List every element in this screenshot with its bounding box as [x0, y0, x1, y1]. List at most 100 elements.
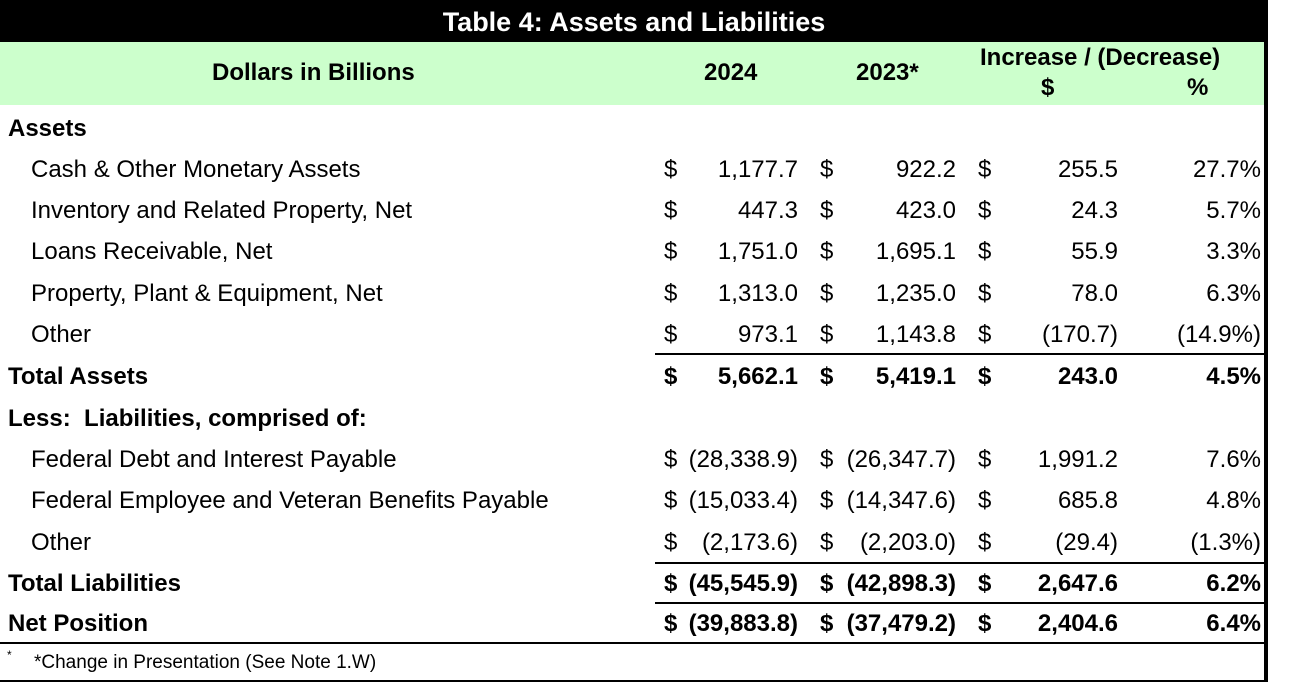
- currency-2024: $: [664, 197, 678, 224]
- row-label: Net Position: [8, 610, 149, 637]
- value-2024: 1,177.7: [717, 156, 798, 183]
- value-2023: (14,347.6): [846, 487, 956, 514]
- percent-change: 4.8%: [1206, 487, 1261, 514]
- currency-2023: $: [820, 156, 834, 183]
- currency-2024: $: [664, 363, 678, 390]
- currency-change: $: [978, 446, 992, 473]
- value-change: 685.8: [1057, 487, 1118, 514]
- header-change-pct: %: [1187, 74, 1209, 101]
- currency-2023: $: [820, 363, 834, 390]
- value-change: 55.9: [1071, 238, 1118, 265]
- table-title: Table 4: Assets and Liabilities: [0, 0, 1268, 42]
- value-2023: 1,695.1: [875, 238, 956, 265]
- percent-change: 27.7%: [1192, 156, 1261, 183]
- currency-2023: $: [820, 321, 834, 348]
- table-row: Total Assets $5,662.1 $5,419.1 $243.0 4.5%: [0, 356, 1264, 397]
- value-change: 24.3: [1071, 197, 1118, 224]
- value-2023: (42,898.3): [846, 570, 956, 597]
- table-row: Net Position $ (39,883.8) $ (37,479.2) $2,404…: [0, 603, 1264, 644]
- table-row: Other $973.1 $1,143.8 $ (170.7) (14.9%): [0, 314, 1264, 355]
- footnote-text: *Change in Presentation (See Note 1.W): [34, 652, 377, 673]
- currency-2024: $: [664, 570, 678, 597]
- value-2024: (15,033.4): [688, 487, 798, 514]
- percent-change: 6.4%: [1206, 610, 1261, 637]
- row-label: Other: [31, 529, 92, 556]
- table-row: Total Liabilities $ (45,545.9) $ (42,898.3) $…: [0, 563, 1264, 604]
- row-label: Cash & Other Monetary Assets: [31, 156, 361, 183]
- table-row: Assets: [0, 108, 1264, 149]
- currency-change: $: [978, 238, 992, 265]
- currency-2023: $: [820, 197, 834, 224]
- value-change: 2,647.6: [1037, 570, 1118, 597]
- value-2023: 423.0: [895, 197, 956, 224]
- percent-change: 4.5%: [1206, 363, 1261, 390]
- row-label: Federal Debt and Interest Payable: [31, 446, 397, 473]
- currency-2024: $: [664, 156, 678, 183]
- currency-2024: $: [664, 280, 678, 307]
- percent-change: (14.9%): [1176, 321, 1261, 348]
- table-row: Inventory and Related Property, Net $447.…: [0, 190, 1264, 231]
- rule-net-position: [655, 602, 1264, 604]
- value-2024: (2,173.6): [701, 529, 798, 556]
- header-2023: 2023*: [856, 59, 919, 86]
- value-change: 243.0: [1057, 363, 1118, 390]
- rule-bottom: [0, 642, 1264, 644]
- row-label: Assets: [8, 115, 87, 142]
- currency-2024: $: [664, 446, 678, 473]
- value-2024: 1,751.0: [717, 238, 798, 265]
- header-change-dollar: $: [1041, 74, 1055, 101]
- percent-change: 6.3%: [1206, 280, 1261, 307]
- value-change: 78.0: [1071, 280, 1118, 307]
- currency-2023: $: [820, 529, 834, 556]
- currency-2023: $: [820, 280, 834, 307]
- table-row: Federal Debt and Interest Payable $ (28,33…: [0, 439, 1264, 480]
- currency-2024: $: [664, 610, 678, 637]
- value-change: 2,404.6: [1037, 610, 1118, 637]
- value-2023: 1,143.8: [875, 321, 956, 348]
- currency-change: $: [978, 321, 992, 348]
- value-change: 1,991.2: [1037, 446, 1118, 473]
- row-label: Loans Receivable, Net: [31, 238, 273, 265]
- currency-change: $: [978, 529, 992, 556]
- row-label: Inventory and Related Property, Net: [31, 197, 413, 224]
- footnote-mark: *: [7, 648, 12, 662]
- value-change: 255.5: [1057, 156, 1118, 183]
- currency-2023: $: [820, 446, 834, 473]
- table-row: Less: Liabilities, comprised of:: [0, 398, 1264, 439]
- table-row: Property, Plant & Equipment, Net $1,313.0…: [0, 273, 1264, 314]
- currency-change: $: [978, 610, 992, 637]
- value-2024: 447.3: [737, 197, 798, 224]
- currency-2023: $: [820, 487, 834, 514]
- value-2024: (39,883.8): [688, 610, 798, 637]
- row-label: Other: [31, 321, 92, 348]
- value-2023: (26,347.7): [846, 446, 956, 473]
- row-label: Less: Liabilities, comprised of:: [8, 405, 367, 432]
- value-2024: 5,662.1: [717, 363, 798, 390]
- percent-change: 3.3%: [1206, 238, 1261, 265]
- header-change-title: Increase / (Decrease): [980, 44, 1221, 71]
- currency-change: $: [978, 197, 992, 224]
- row-label: Total Assets: [8, 363, 149, 390]
- rule-liabilities-total: [655, 562, 1264, 564]
- row-label: Property, Plant & Equipment, Net: [31, 280, 383, 307]
- value-2023: 922.2: [895, 156, 956, 183]
- value-2024: (45,545.9): [688, 570, 798, 597]
- header-2024: 2024: [704, 59, 758, 86]
- table-row: Other $ (2,173.6) $ (2,203.0) $ (29.4) (1.3%): [0, 522, 1264, 563]
- currency-change: $: [978, 570, 992, 597]
- value-change: (170.7): [1041, 321, 1118, 348]
- currency-change: $: [978, 156, 992, 183]
- currency-change: $: [978, 280, 992, 307]
- table-header: Dollars in Billions 2024 2023* Increase …: [0, 42, 1264, 105]
- value-2023: 1,235.0: [875, 280, 956, 307]
- table-row: Federal Employee and Veteran Benefits Pa…: [0, 480, 1264, 521]
- currency-2023: $: [820, 610, 834, 637]
- currency-2024: $: [664, 321, 678, 348]
- currency-change: $: [978, 363, 992, 390]
- footnote: * *Change in Presentation (See Note 1.W): [0, 644, 1264, 680]
- currency-2024: $: [664, 529, 678, 556]
- value-2023: (2,203.0): [859, 529, 956, 556]
- currency-2023: $: [820, 238, 834, 265]
- header-label: Dollars in Billions: [212, 59, 415, 86]
